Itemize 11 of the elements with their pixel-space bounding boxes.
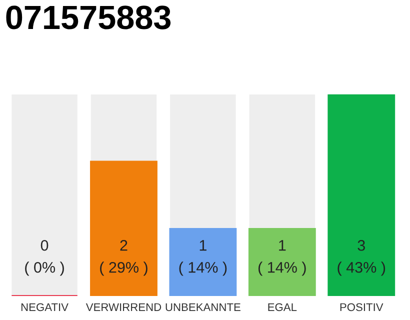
x-tick-label: POSITIV bbox=[340, 303, 384, 312]
x-tick-label: VERWIRREND bbox=[86, 303, 162, 311]
data-label: 3 ( 43% ) bbox=[338, 240, 386, 276]
x-tick-label: UNBEKANNTE bbox=[166, 303, 240, 312]
x-tick-label: EGAL bbox=[268, 303, 297, 312]
data-label: 1 ( 14% ) bbox=[179, 240, 227, 276]
x-tick-label: NEGATIV bbox=[21, 303, 68, 312]
data-label: 0 ( 0% ) bbox=[25, 240, 64, 276]
chart-title: 071575883 bbox=[6, 6, 171, 30]
data-label: 2 ( 29% ) bbox=[100, 240, 148, 276]
data-label: 1 ( 14% ) bbox=[258, 240, 306, 276]
